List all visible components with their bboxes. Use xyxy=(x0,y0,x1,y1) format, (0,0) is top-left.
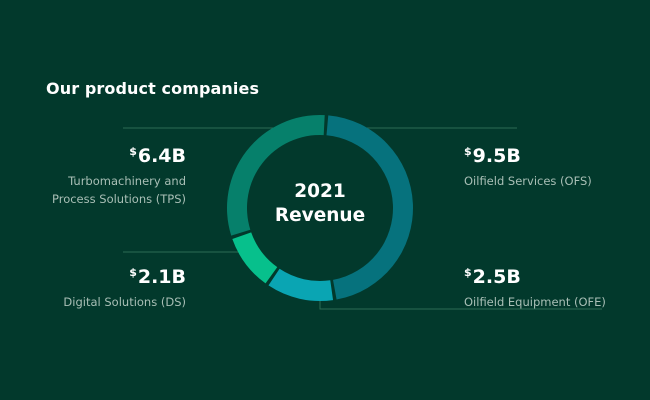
stat-ofe-value: 2.5B xyxy=(472,266,521,288)
section-heading: Our product companies xyxy=(46,79,260,98)
stat-ds-amount: $2.1B xyxy=(63,262,186,288)
stat-tps: $6.4B Turbomachinery and Process Solutio… xyxy=(52,141,186,208)
currency-symbol: $ xyxy=(464,266,472,279)
stat-ds-value: 2.1B xyxy=(137,266,186,288)
center-label-year: 2021 xyxy=(294,181,346,202)
slice-ds xyxy=(232,232,278,284)
center-label-word: Revenue xyxy=(274,205,366,226)
donut-slices xyxy=(227,114,414,301)
stat-tps-amount: $6.4B xyxy=(52,141,186,167)
stat-ofs-amount: $9.5B xyxy=(464,141,592,167)
stat-ofs: $9.5B Oilfield Services (OFS) xyxy=(464,141,592,190)
stat-tps-label-line2: Process Solutions (TPS) xyxy=(51,192,186,206)
stat-tps-label: Turbomachinery and Process Solutions (TP… xyxy=(52,172,186,208)
slice-ofe xyxy=(268,268,334,301)
stat-ofe-label: Oilfield Equipment (OFE) xyxy=(464,295,606,309)
stat-ds: $2.1B Digital Solutions (DS) xyxy=(63,262,186,311)
stat-ofs-value: 9.5B xyxy=(472,145,521,167)
stat-ofe-amount: $2.5B xyxy=(464,262,606,288)
chart-center-label: 2021 Revenue xyxy=(255,180,385,228)
stat-ofs-label: Oilfield Services (OFS) xyxy=(464,174,592,188)
stat-tps-value: 6.4B xyxy=(137,145,186,167)
stat-ofe: $2.5B Oilfield Equipment (OFE) xyxy=(464,262,606,311)
leader-line-ofe xyxy=(319,298,602,310)
stat-tps-label-line1: Turbomachinery and xyxy=(68,174,186,188)
slice-tps xyxy=(227,114,325,236)
slice-ofs xyxy=(326,115,414,300)
currency-symbol: $ xyxy=(129,145,137,158)
currency-symbol: $ xyxy=(464,145,472,158)
currency-symbol: $ xyxy=(129,266,137,279)
stat-ds-label: Digital Solutions (DS) xyxy=(63,295,186,309)
